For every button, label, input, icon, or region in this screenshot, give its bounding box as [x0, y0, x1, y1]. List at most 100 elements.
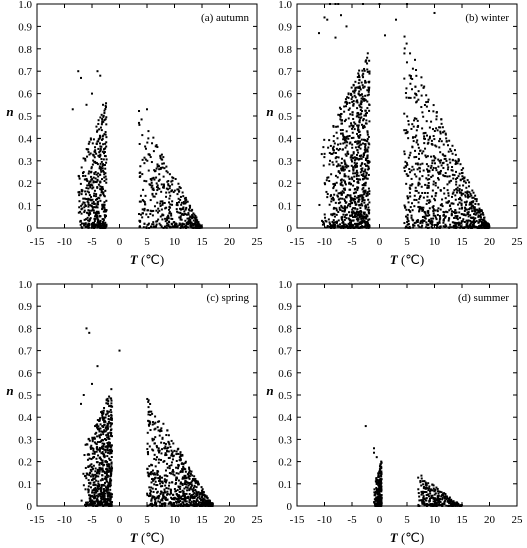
data-point: [166, 493, 169, 496]
data-point: [108, 504, 111, 507]
data-point: [321, 220, 324, 223]
data-point: [110, 397, 113, 400]
data-point: [363, 201, 366, 204]
data-point: [420, 474, 423, 477]
data-point: [201, 498, 204, 501]
data-point: [465, 203, 468, 206]
data-point: [201, 493, 204, 496]
data-point: [185, 500, 188, 503]
data-point: [159, 167, 162, 170]
data-point: [80, 222, 83, 225]
data-point: [191, 474, 194, 477]
data-point: [343, 210, 346, 213]
data-point: [154, 480, 157, 483]
data-point: [95, 424, 98, 427]
data-point: [96, 201, 99, 204]
data-point: [432, 155, 435, 158]
data-point: [157, 449, 160, 452]
data-point: [432, 214, 435, 217]
data-point: [457, 503, 460, 506]
data-point: [472, 200, 475, 203]
chart-panel-2: 00.10.20.30.40.50.60.70.80.91.0-15 -10 -5 0…: [266, 0, 523, 267]
data-point: [155, 225, 158, 228]
data-point: [180, 218, 183, 221]
data-point: [422, 483, 425, 486]
data-point: [158, 479, 161, 482]
data-point: [472, 224, 475, 227]
data-point: [449, 226, 452, 229]
data-point: [107, 422, 110, 425]
data-point: [405, 173, 408, 176]
data-point: [360, 123, 363, 126]
data-point: [367, 86, 370, 89]
data-point: [91, 440, 94, 443]
data-point: [410, 88, 413, 91]
data-point: [101, 474, 104, 477]
y-tick-label: 1.0: [18, 279, 32, 291]
data-point: [144, 158, 147, 161]
data-point: [157, 179, 160, 182]
data-point: [186, 473, 189, 476]
data-point: [187, 213, 190, 216]
data-point: [90, 223, 93, 226]
data-point: [440, 164, 443, 167]
data-point: [366, 191, 369, 194]
data-point: [451, 210, 454, 213]
data-point: [102, 225, 105, 228]
data-point: [340, 119, 343, 122]
data-point: [350, 176, 353, 179]
data-point: [347, 222, 350, 225]
data-point: [415, 69, 418, 72]
data-point: [430, 164, 433, 167]
data-point: [368, 109, 371, 112]
data-point: [373, 494, 376, 497]
data-point: [422, 492, 425, 495]
data-point: [340, 132, 343, 135]
data-point: [98, 155, 101, 158]
data-point: [96, 178, 99, 181]
data-point: [473, 218, 476, 221]
data-point: [471, 210, 474, 213]
data-point: [168, 173, 171, 176]
data-point: [330, 197, 333, 200]
data-point: [464, 195, 467, 198]
data-point: [332, 224, 335, 227]
data-point: [441, 131, 444, 134]
data-point: [192, 224, 195, 227]
data-point: [354, 203, 357, 206]
data-point: [430, 139, 433, 142]
data-point: [82, 472, 85, 475]
y-tick-label: 0.2: [278, 457, 292, 469]
data-point: [442, 174, 445, 177]
data-point: [89, 217, 92, 220]
data-point: [341, 184, 344, 187]
data-point: [358, 130, 361, 133]
data-point: [366, 150, 369, 153]
data-point: [366, 203, 369, 206]
data-point: [352, 83, 355, 86]
data-point: [101, 417, 104, 420]
data-point: [366, 220, 369, 223]
data-point: [447, 226, 450, 229]
data-point: [152, 504, 155, 507]
data-point: [345, 25, 348, 28]
data-point: [188, 498, 191, 501]
data-point: [162, 226, 165, 229]
data-point: [341, 210, 344, 213]
data-point: [425, 120, 428, 123]
data-point: [363, 175, 366, 178]
data-point: [474, 197, 477, 200]
y-tick-label: 0.4: [278, 412, 292, 424]
x-tick-label: 5: [144, 236, 150, 248]
data-point: [442, 166, 445, 169]
data-point: [365, 224, 368, 227]
data-point: [364, 122, 367, 125]
data-point: [456, 226, 459, 229]
data-point: [451, 166, 454, 169]
data-point: [448, 497, 451, 500]
data-point: [154, 465, 157, 468]
data-point: [407, 196, 410, 199]
data-point: [463, 177, 466, 180]
data-point: [352, 102, 355, 105]
data-point: [349, 182, 352, 185]
